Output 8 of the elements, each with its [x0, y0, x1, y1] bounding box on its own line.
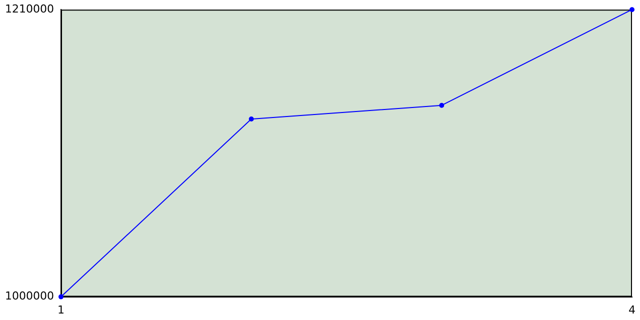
point [58, 294, 64, 300]
x-tick-label: 4 [628, 303, 636, 316]
point [439, 102, 444, 108]
y-tick-label: 1210000 [4, 2, 54, 16]
point [248, 116, 254, 122]
point [630, 7, 634, 12]
x-tick-label: 1 [57, 303, 64, 316]
y-tick-label: 1000000 [4, 290, 54, 303]
